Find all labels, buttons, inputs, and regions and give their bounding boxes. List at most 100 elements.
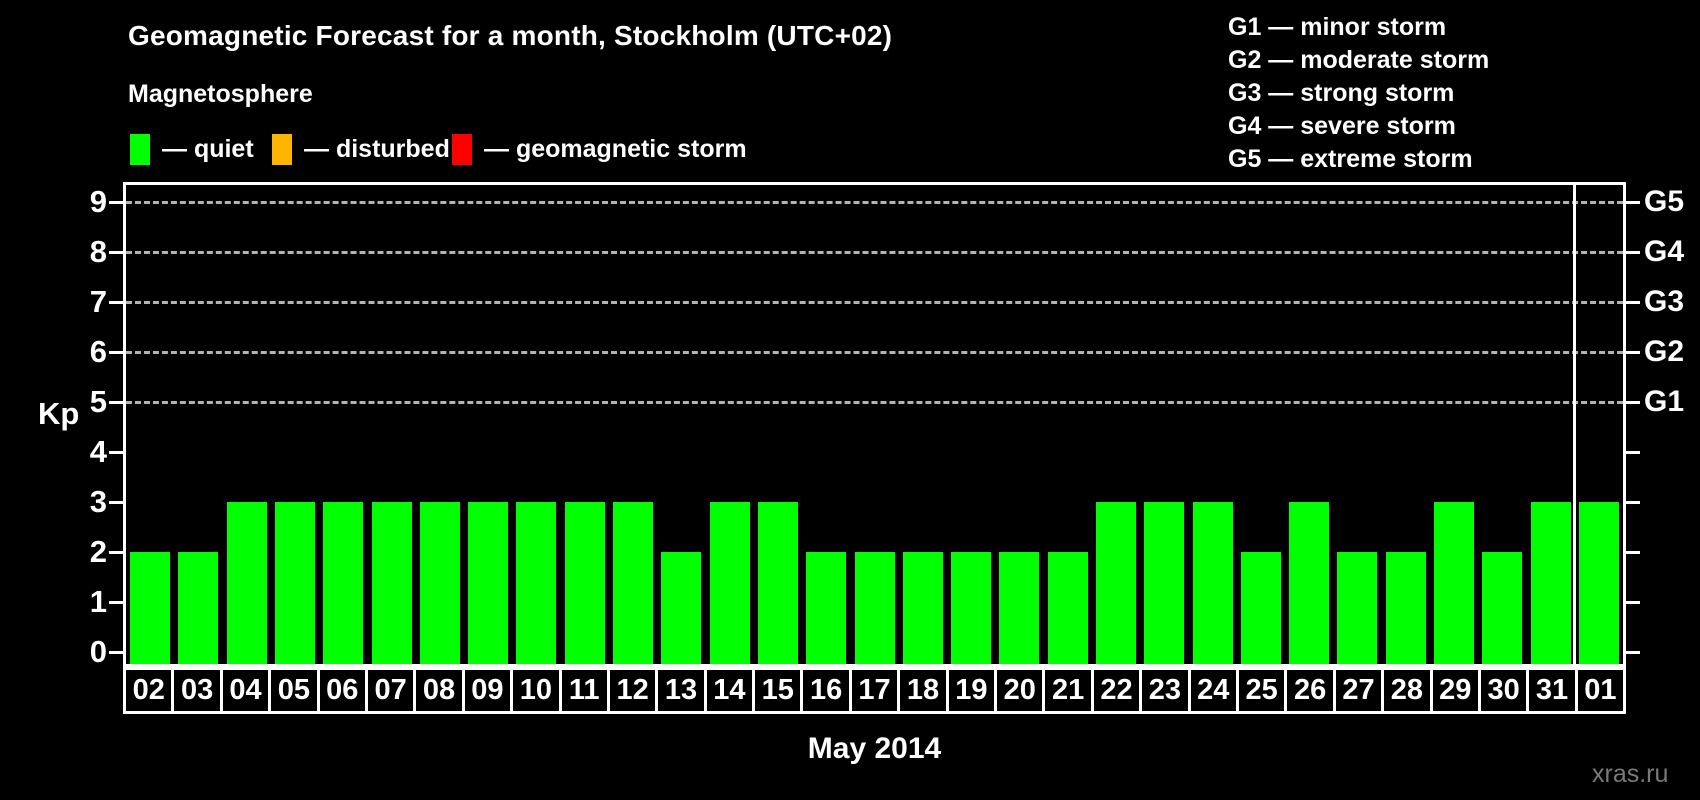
right-tick-kp-7 (1626, 301, 1640, 304)
bar-day-09 (468, 502, 509, 664)
day-label-29: 29 (1429, 667, 1481, 714)
right-axis-label-g2: G2 (1644, 335, 1685, 368)
bar-day-12 (613, 502, 654, 664)
left-tick-kp-7 (109, 301, 123, 304)
day-label-11: 11 (558, 667, 610, 714)
left-tick-kp-9 (109, 201, 123, 204)
bar-day-03 (178, 552, 219, 664)
bar-day-20 (999, 552, 1040, 664)
disturbed-swatch-icon (272, 134, 292, 165)
bar-day-06 (323, 502, 364, 664)
bar-day-28 (1385, 552, 1426, 664)
g-legend-line-g2: G2 — moderate storm (1228, 46, 1490, 74)
right-tick-kp-2 (1626, 551, 1640, 554)
bar-day-13 (661, 552, 702, 664)
y-tick-label-1: 1 (89, 584, 107, 619)
left-tick-kp-3 (109, 501, 123, 504)
bar-day-19 (951, 552, 992, 664)
gridline-kp-9 (126, 201, 1623, 204)
bar-day-17 (854, 552, 895, 664)
day-label-04: 04 (219, 667, 272, 714)
right-tick-kp-9 (1626, 201, 1640, 204)
left-tick-kp-5 (109, 401, 123, 404)
x-axis-day-labels: 02 03 04 05 06 07 08 09 10 11 12 13 14 15 16 17 18 19 20 21… (123, 667, 1627, 714)
day-label-07: 07 (364, 667, 417, 714)
month-boundary-line (1573, 185, 1577, 664)
y-tick-label-8: 8 (89, 234, 107, 269)
right-tick-kp-3 (1626, 501, 1640, 504)
day-label-02: 02 (123, 667, 175, 714)
day-label-27: 27 (1332, 667, 1385, 714)
day-label-14: 14 (703, 667, 756, 714)
bar-day-08 (419, 502, 460, 664)
bar-day-16 (806, 552, 847, 664)
day-label-01: 01 (1574, 667, 1627, 714)
right-tick-kp-5 (1626, 401, 1640, 404)
day-label-06: 06 (316, 667, 368, 714)
bar-day-25 (1240, 552, 1281, 664)
right-tick-kp-0 (1626, 651, 1640, 654)
legend-label-disturbed: — disturbed (304, 135, 450, 163)
chart-title: Geomagnetic Forecast for a month, Stockh… (128, 20, 893, 51)
right-axis-label-g4: G4 (1644, 235, 1685, 268)
bar-day-21 (1047, 552, 1088, 664)
g-legend-line-g1: G1 — minor storm (1228, 13, 1447, 41)
day-label-16: 16 (800, 667, 852, 714)
bar-day-23 (1144, 502, 1185, 664)
watermark: xras.ru (1592, 760, 1669, 788)
left-tick-kp-6 (109, 351, 123, 354)
right-axis-label-g5: G5 (1644, 185, 1685, 218)
bar-day-11 (564, 502, 605, 664)
bar-day-30 (1482, 552, 1523, 664)
day-label-08: 08 (413, 667, 465, 714)
legend-label-storm: — geomagnetic storm (484, 135, 747, 163)
left-tick-kp-1 (109, 601, 123, 604)
day-label-30: 30 (1477, 667, 1530, 714)
day-label-21: 21 (1042, 667, 1094, 714)
day-label-17: 17 (848, 667, 901, 714)
legend-item-disturbed: — disturbed (272, 134, 450, 165)
y-tick-label-5: 5 (89, 384, 107, 419)
bar-day-01 (1578, 502, 1619, 664)
day-label-13: 13 (655, 667, 707, 714)
right-tick-kp-4 (1626, 451, 1640, 454)
legend-label-quiet: — quiet (162, 135, 254, 163)
day-label-24: 24 (1187, 667, 1239, 714)
day-label-10: 10 (510, 667, 562, 714)
day-label-09: 09 (461, 667, 514, 714)
bar-day-15 (757, 502, 798, 664)
day-label-28: 28 (1381, 667, 1433, 714)
y-tick-label-4: 4 (89, 434, 107, 469)
left-tick-kp-4 (109, 451, 123, 454)
storm-swatch-icon (452, 134, 472, 165)
day-label-22: 22 (1090, 667, 1143, 714)
legend-item-quiet: — quiet (130, 134, 254, 165)
bar-day-05 (275, 502, 316, 664)
day-label-20: 20 (994, 667, 1046, 714)
bar-day-10 (516, 502, 557, 664)
right-tick-kp-8 (1626, 251, 1640, 254)
bar-day-18 (902, 552, 943, 664)
day-label-26: 26 (1284, 667, 1336, 714)
plot-area (123, 182, 1626, 667)
y-axis-title: Kp (38, 396, 80, 431)
bar-day-04 (226, 502, 267, 664)
right-tick-kp-6 (1626, 351, 1640, 354)
left-tick-kp-0 (109, 651, 123, 654)
day-label-19: 19 (945, 667, 998, 714)
day-label-18: 18 (897, 667, 949, 714)
g-legend-line-g3: G3 — strong storm (1228, 79, 1455, 107)
bar-day-14 (709, 502, 750, 664)
bar-day-22 (1095, 502, 1136, 664)
y-tick-label-9: 9 (89, 184, 107, 219)
magnetosphere-label: Magnetosphere (128, 80, 313, 108)
right-axis-label-g1: G1 (1644, 385, 1685, 418)
bar-day-29 (1433, 502, 1474, 664)
right-axis-label-g3: G3 (1644, 285, 1685, 318)
bar-day-24 (1192, 502, 1233, 664)
gridline-kp-6 (126, 351, 1623, 354)
bar-day-26 (1289, 502, 1330, 664)
day-label-12: 12 (606, 667, 659, 714)
g-scale-legend: G1 — minor storm G2 — moderate storm G3 … (1228, 11, 1489, 176)
